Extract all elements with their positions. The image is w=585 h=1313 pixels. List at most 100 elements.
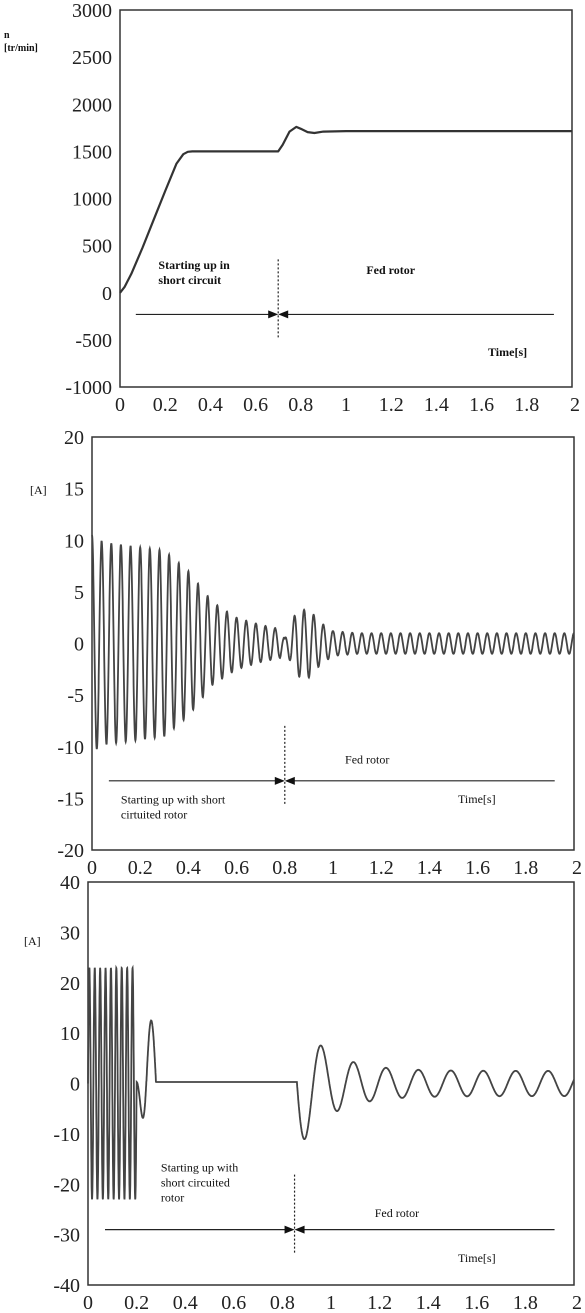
rotor-current-waveform <box>87 964 575 1200</box>
y-tick-label: -30 <box>53 1225 80 1247</box>
annotation-line: Starting up with short <box>121 793 226 807</box>
y-tick-label: 15 <box>64 479 84 501</box>
x-tick-label: 0.4 <box>173 1292 198 1313</box>
x-tick-label: 0.2 <box>153 394 178 416</box>
y-tick-label: 0 <box>102 283 112 305</box>
y-tick-label: 1000 <box>72 189 112 211</box>
y-tick-label: 1500 <box>72 141 112 163</box>
x-ticks: 0 0.2 0.4 0.6 0.8 1 1.2 1.4 1.6 1.8 2 <box>83 1292 582 1313</box>
x-tick-label: 1 <box>326 1292 336 1313</box>
x-tick-label: 0.8 <box>288 394 313 416</box>
y-tick-label: 20 <box>60 973 80 995</box>
x-tick-label: 2 <box>572 857 582 879</box>
annotations: Fed rotor Starting up with short cirtuited… <box>121 752 389 821</box>
fed-arrowhead <box>284 776 295 785</box>
x-tick-label: 0.6 <box>221 1292 246 1313</box>
y-tick-label: -5 <box>67 685 84 707</box>
annotation-line: Starting up in <box>158 258 230 272</box>
x-tick-label: 1.6 <box>469 394 494 416</box>
annotations: Starting up in short circuit Fed rotor <box>158 258 415 287</box>
y-tick-label: -15 <box>57 788 84 810</box>
annotation: Starting up with short cirtuited rotor <box>121 793 226 822</box>
y-tick-label: 2500 <box>72 47 112 69</box>
y-tick-label: 30 <box>60 922 80 944</box>
x-tick-label: 1.4 <box>417 857 442 879</box>
y-tick-label: 3000 <box>72 0 112 22</box>
y-axis-unit: [tr/min] <box>4 43 38 54</box>
y-tick-label: -20 <box>53 1174 80 1196</box>
x-tick-label: 1.6 <box>464 1292 489 1313</box>
marks <box>91 534 575 806</box>
y-tick-label: 0 <box>74 634 84 656</box>
x-tick-label: 1.4 <box>416 1292 441 1313</box>
annotation: Fed rotor <box>375 1206 419 1220</box>
x-tick-label: 2 <box>570 394 580 416</box>
annotation-line: short circuit <box>158 273 221 287</box>
fed-arrowhead <box>278 310 289 319</box>
y-tick-label: 500 <box>82 236 112 258</box>
fed-arrowhead <box>294 1225 305 1234</box>
y-tick-label: 10 <box>64 530 84 552</box>
x-tick-label: 0.6 <box>224 857 249 879</box>
x-tick-label: 0.2 <box>128 857 153 879</box>
y-tick-label: 10 <box>60 1023 80 1045</box>
start-arrowhead <box>274 776 285 785</box>
x-tick-label: 0.4 <box>198 394 223 416</box>
y-tick-label: -500 <box>75 330 112 352</box>
annotation: Fed rotor <box>345 752 389 766</box>
x-axis-label: Time[s] <box>458 792 496 806</box>
x-tick-label: 0.2 <box>124 1292 149 1313</box>
y-axis-label: [A] <box>24 934 41 948</box>
x-tick-label: 1.2 <box>379 394 404 416</box>
x-axis-label: Time[s] <box>458 1251 496 1265</box>
y-tick-label: -10 <box>53 1124 80 1146</box>
annotations: Starting up with short circuited rotor Fed … <box>161 1161 419 1220</box>
start-arrowhead <box>284 1225 295 1234</box>
y-tick-label: 20 <box>64 427 84 449</box>
annotation-line: short circuited <box>161 1176 230 1190</box>
x-tick-label: 2 <box>572 1292 582 1313</box>
x-tick-label: 1 <box>341 394 351 416</box>
y-tick-label: -40 <box>53 1275 80 1297</box>
x-tick-label: 0 <box>87 857 97 879</box>
start-arrowhead <box>268 310 279 319</box>
marks <box>87 964 575 1255</box>
x-tick-label: 1.8 <box>513 1292 538 1313</box>
x-axis-label: Time[s] <box>488 345 527 359</box>
annotation-line: Starting up with <box>161 1161 238 1175</box>
current-waveform <box>91 534 575 750</box>
annotation: Starting up with short circuited rotor <box>161 1161 238 1205</box>
y-tick-label: 40 <box>60 872 80 894</box>
annotation-line: Fed rotor <box>366 263 415 277</box>
annotation-line: Fed rotor <box>375 1206 419 1220</box>
x-tick-label: 0 <box>115 394 125 416</box>
x-tick-label: 1.2 <box>367 1292 392 1313</box>
y-tick-label: -1000 <box>65 377 112 399</box>
x-tick-label: 0 <box>83 1292 93 1313</box>
y-tick-label: -20 <box>57 840 84 862</box>
x-tick-label: 0.6 <box>243 394 268 416</box>
x-ticks: 0 0.2 0.4 0.6 0.8 1 1.2 1.4 1.6 1.8 2 <box>115 394 580 416</box>
y-tick-label: 2000 <box>72 94 112 116</box>
y-ticks: 3000 2500 2000 1500 1000 500 0 -500 -1000 <box>65 0 112 399</box>
x-ticks: 0 0.2 0.4 0.6 0.8 1 1.2 1.4 1.6 1.8 2 <box>87 857 582 879</box>
x-tick-label: 1.6 <box>465 857 490 879</box>
y-tick-label: 5 <box>74 582 84 604</box>
x-tick-label: 1.2 <box>369 857 394 879</box>
x-tick-label: 1.8 <box>513 857 538 879</box>
y-ticks: 20 15 10 5 0 -5 -10 -15 -20 <box>57 427 84 862</box>
annotation: Fed rotor <box>366 263 415 277</box>
annotation-line: rotor <box>161 1191 184 1205</box>
x-tick-label: 0.8 <box>272 857 297 879</box>
x-tick-label: 0.8 <box>270 1292 295 1313</box>
x-tick-label: 1.4 <box>424 394 449 416</box>
annotation-line: Fed rotor <box>345 752 389 766</box>
x-tick-label: 0.4 <box>176 857 201 879</box>
annotation-line: cirtuited rotor <box>121 808 187 822</box>
speed-curve <box>119 125 572 294</box>
plot-frame <box>91 436 575 851</box>
speed-chart: n [tr/min] Time[s] 3000 2500 2000 1500 1000 5… <box>4 0 580 416</box>
y-tick-label: 0 <box>70 1074 80 1096</box>
